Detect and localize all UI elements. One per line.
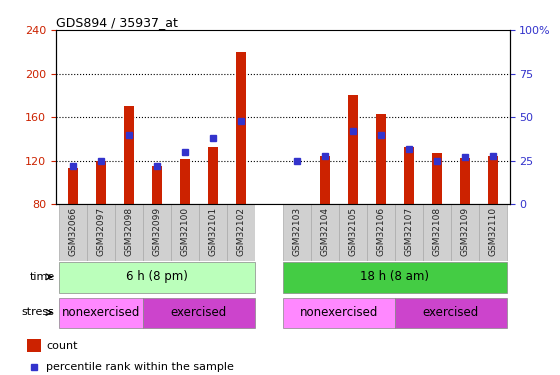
Text: GSM32099: GSM32099 xyxy=(152,207,161,256)
Bar xyxy=(115,204,143,261)
Bar xyxy=(404,147,414,204)
Text: GSM32100: GSM32100 xyxy=(180,207,189,256)
Text: exercised: exercised xyxy=(171,306,227,319)
Text: nonexercised: nonexercised xyxy=(62,306,140,319)
Bar xyxy=(339,204,367,261)
Text: time: time xyxy=(29,272,54,282)
Text: GSM32108: GSM32108 xyxy=(432,207,441,256)
Bar xyxy=(395,298,507,328)
Bar xyxy=(451,204,479,261)
Bar xyxy=(367,204,395,261)
Bar xyxy=(311,204,339,261)
Text: GSM32109: GSM32109 xyxy=(460,207,469,256)
Text: GSM32101: GSM32101 xyxy=(208,207,217,256)
Bar xyxy=(348,95,358,204)
Bar xyxy=(199,204,227,261)
Text: GSM32066: GSM32066 xyxy=(68,207,77,256)
Bar xyxy=(376,114,386,204)
Text: stress: stress xyxy=(22,308,54,318)
Text: GSM32102: GSM32102 xyxy=(236,207,245,256)
Bar xyxy=(87,204,115,261)
Bar xyxy=(488,156,498,204)
Bar xyxy=(124,106,134,204)
Text: count: count xyxy=(46,341,78,351)
Bar xyxy=(143,298,255,328)
Bar xyxy=(96,161,106,204)
Bar xyxy=(283,204,311,261)
Text: 18 h (8 am): 18 h (8 am) xyxy=(360,270,430,284)
Bar xyxy=(432,153,442,204)
Bar xyxy=(59,262,255,292)
Bar xyxy=(59,204,87,261)
Bar xyxy=(460,158,470,204)
Text: GSM32098: GSM32098 xyxy=(124,207,133,256)
Bar xyxy=(255,204,283,261)
Text: GSM32107: GSM32107 xyxy=(404,207,413,256)
Bar xyxy=(171,204,199,261)
Text: GDS894 / 35937_at: GDS894 / 35937_at xyxy=(56,16,178,29)
Bar xyxy=(283,298,395,328)
Text: exercised: exercised xyxy=(423,306,479,319)
Bar xyxy=(143,204,171,261)
Bar xyxy=(152,166,162,204)
Text: GSM32097: GSM32097 xyxy=(96,207,105,256)
Bar xyxy=(320,156,330,204)
Text: GSM32105: GSM32105 xyxy=(348,207,357,256)
Text: GSM32104: GSM32104 xyxy=(320,207,329,256)
Bar xyxy=(423,204,451,261)
Bar xyxy=(479,204,507,261)
Bar xyxy=(236,52,246,204)
Bar xyxy=(180,159,190,204)
Bar xyxy=(68,168,78,204)
Text: GSM32110: GSM32110 xyxy=(488,207,497,256)
Bar xyxy=(208,147,218,204)
Text: GSM32106: GSM32106 xyxy=(376,207,385,256)
Bar xyxy=(59,298,143,328)
Bar xyxy=(283,262,507,292)
Bar xyxy=(227,204,255,261)
Bar xyxy=(27,339,41,352)
Text: percentile rank within the sample: percentile rank within the sample xyxy=(46,362,234,372)
Text: nonexercised: nonexercised xyxy=(300,306,378,319)
Text: 6 h (8 pm): 6 h (8 pm) xyxy=(126,270,188,284)
Text: GSM32103: GSM32103 xyxy=(292,207,301,256)
Bar xyxy=(395,204,423,261)
